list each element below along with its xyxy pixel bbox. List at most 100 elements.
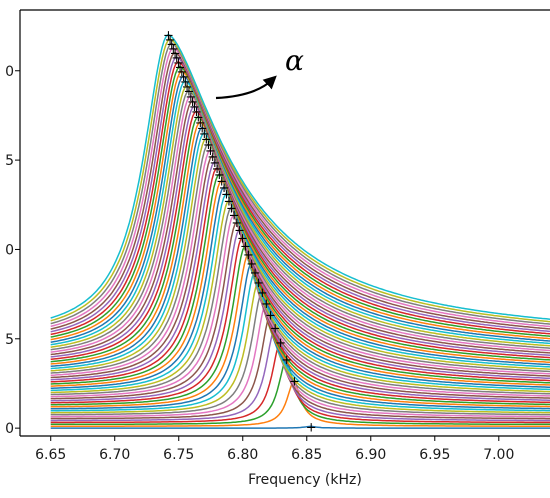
peak-marker: + bbox=[201, 132, 212, 147]
peak-marker: + bbox=[185, 90, 196, 105]
series-line bbox=[50, 214, 550, 398]
series-line bbox=[50, 84, 550, 348]
peak-marker: + bbox=[265, 309, 276, 324]
x-tick-label: 6.90 bbox=[355, 447, 386, 463]
axes bbox=[19, 9, 550, 437]
x-tick-label: 6.80 bbox=[227, 447, 258, 463]
peak-marker: + bbox=[275, 336, 286, 351]
y-tick-label: 5 bbox=[5, 153, 14, 169]
series-line bbox=[50, 51, 550, 330]
series-line bbox=[50, 155, 550, 379]
series-line bbox=[50, 221, 550, 400]
y-tick-label: 0 bbox=[5, 421, 14, 437]
series-line bbox=[50, 61, 550, 336]
x-tick-label: 6.70 bbox=[99, 447, 130, 463]
series-line bbox=[50, 65, 550, 338]
peak-marker: + bbox=[261, 297, 272, 312]
peak-marker: + bbox=[197, 121, 208, 136]
y-ticks: 0 5 0 5 0 bbox=[5, 64, 20, 437]
series-line bbox=[50, 179, 550, 387]
peak-marker: + bbox=[183, 85, 194, 100]
peak-marker: + bbox=[246, 257, 257, 272]
series-line bbox=[50, 33, 550, 320]
series-line bbox=[50, 70, 550, 341]
peak-marker: + bbox=[195, 116, 206, 131]
peak-marker: + bbox=[175, 60, 186, 75]
x-tick-label: 6.95 bbox=[419, 447, 450, 463]
peak-marker: + bbox=[231, 216, 242, 231]
peak-marker: + bbox=[270, 322, 281, 337]
peak-marker: + bbox=[224, 195, 235, 210]
series-line bbox=[50, 137, 550, 372]
peak-marker: + bbox=[257, 286, 268, 301]
x-tick-label: 6.85 bbox=[291, 447, 322, 463]
x-tick-label: 6.65 bbox=[35, 447, 66, 463]
series-line bbox=[50, 80, 550, 346]
y-tick-label: 5 bbox=[5, 332, 14, 348]
peak-marker: + bbox=[173, 56, 184, 71]
y-tick-label: 0 bbox=[5, 242, 14, 258]
series-line bbox=[50, 89, 550, 351]
series-line bbox=[50, 131, 550, 370]
peak-marker: + bbox=[187, 95, 198, 110]
peak-marker: + bbox=[229, 209, 240, 224]
x-tick-label: 6.75 bbox=[163, 447, 194, 463]
series-line bbox=[50, 75, 550, 343]
peak-marker: + bbox=[203, 138, 214, 153]
series-line bbox=[50, 252, 550, 408]
peak-marker: + bbox=[219, 181, 230, 196]
series-line bbox=[50, 301, 550, 418]
peak-marker: + bbox=[243, 248, 254, 263]
series-line bbox=[50, 244, 550, 406]
series-line bbox=[50, 173, 550, 385]
peak-marker: + bbox=[170, 47, 181, 62]
series-line bbox=[50, 42, 550, 325]
peak-marker: + bbox=[289, 374, 300, 389]
peak-marker: + bbox=[221, 188, 232, 203]
series-line bbox=[50, 271, 550, 412]
series-line bbox=[50, 314, 550, 420]
series-line bbox=[50, 326, 550, 422]
peak-marker: + bbox=[189, 100, 200, 115]
series-line bbox=[50, 280, 550, 414]
alpha-arrow bbox=[215, 75, 277, 100]
alpha-annotation: α bbox=[285, 44, 304, 77]
series-line bbox=[50, 206, 550, 396]
x-ticks: 6.65 6.70 6.75 6.80 6.85 6.90 6.95 7.00 bbox=[35, 436, 514, 463]
peak-marker: + bbox=[209, 156, 220, 171]
peak-marker: + bbox=[171, 51, 182, 66]
peak-marker: + bbox=[214, 168, 225, 183]
series-line bbox=[50, 228, 550, 402]
series-line bbox=[50, 167, 550, 383]
series-line bbox=[50, 99, 550, 356]
series-line bbox=[50, 262, 550, 410]
series-line bbox=[50, 143, 550, 374]
series-line bbox=[50, 56, 550, 333]
peak-marker: + bbox=[226, 202, 237, 217]
series-line bbox=[50, 115, 550, 363]
peak-marker: + bbox=[237, 232, 248, 247]
peak-markers: ++++++++++++++++++++++++++++++++++++++++… bbox=[163, 29, 317, 436]
series-line bbox=[50, 425, 550, 429]
peak-marker: + bbox=[281, 353, 292, 368]
peak-marker: + bbox=[166, 38, 177, 53]
series-line bbox=[50, 126, 550, 368]
peak-marker: + bbox=[250, 266, 261, 281]
peak-marker: + bbox=[178, 70, 189, 85]
peak-marker: + bbox=[234, 224, 245, 239]
series-line bbox=[50, 290, 550, 416]
peak-marker: + bbox=[212, 162, 223, 177]
peak-marker: + bbox=[176, 65, 187, 80]
peak-marker: + bbox=[240, 240, 251, 255]
series-line bbox=[50, 193, 550, 392]
series-line bbox=[50, 149, 550, 377]
y-tick-label: 0 bbox=[5, 64, 14, 80]
peak-marker: + bbox=[193, 110, 204, 125]
peak-marker: + bbox=[165, 33, 176, 48]
series-line bbox=[50, 105, 550, 358]
peak-marker: + bbox=[180, 75, 191, 90]
peak-marker: + bbox=[306, 420, 317, 435]
series-curves bbox=[50, 33, 550, 429]
x-axis-label: Frequency (kHz) bbox=[248, 472, 362, 488]
